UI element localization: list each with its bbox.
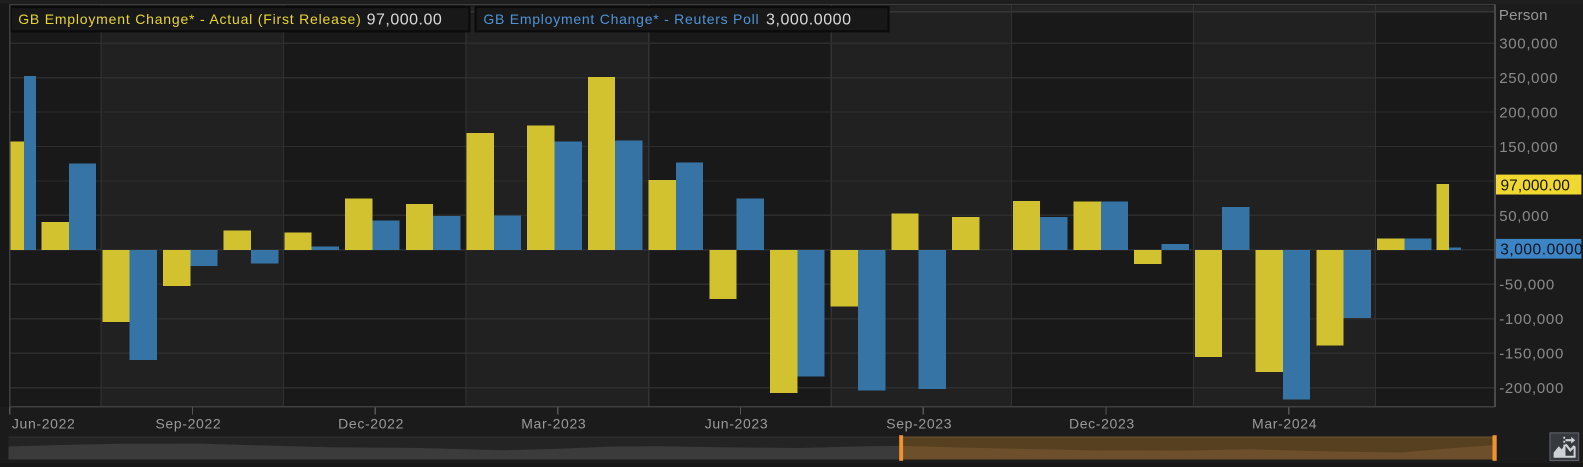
- svg-text:150,000: 150,000: [1499, 139, 1558, 156]
- svg-text:50,000: 50,000: [1499, 208, 1549, 225]
- svg-text:Mar-2023: Mar-2023: [521, 416, 586, 432]
- svg-text:Sep-2022: Sep-2022: [155, 416, 221, 432]
- svg-text:Jun-2022: Jun-2022: [12, 416, 76, 432]
- svg-text:3,000.0000: 3,000.0000: [766, 12, 852, 29]
- svg-text:Dec-2023: Dec-2023: [1069, 416, 1135, 432]
- svg-text:-150,000: -150,000: [1499, 346, 1564, 363]
- svg-text:Sep-2023: Sep-2023: [886, 416, 952, 432]
- svg-text:Person: Person: [1499, 7, 1548, 24]
- svg-text:GB Employment Change* - Actual: GB Employment Change* - Actual (First Re…: [18, 11, 361, 27]
- svg-text:Dec-2022: Dec-2022: [338, 416, 404, 432]
- svg-text:-100,000: -100,000: [1499, 311, 1564, 328]
- svg-text:GB Employment Change* - Reuter: GB Employment Change* - Reuters Poll: [483, 11, 759, 27]
- svg-text:250,000: 250,000: [1499, 70, 1558, 87]
- svg-text:-50,000: -50,000: [1499, 277, 1555, 294]
- svg-text:97,000.00: 97,000.00: [367, 12, 443, 29]
- svg-text:3,000.0000: 3,000.0000: [1500, 241, 1583, 258]
- svg-text:-200,000: -200,000: [1499, 380, 1564, 397]
- svg-text:Jun-2023: Jun-2023: [705, 416, 769, 432]
- svg-text:200,000: 200,000: [1499, 104, 1558, 121]
- svg-text:97,000.00: 97,000.00: [1501, 177, 1571, 194]
- svg-text:Mar-2024: Mar-2024: [1252, 416, 1317, 432]
- svg-text:300,000: 300,000: [1499, 36, 1558, 53]
